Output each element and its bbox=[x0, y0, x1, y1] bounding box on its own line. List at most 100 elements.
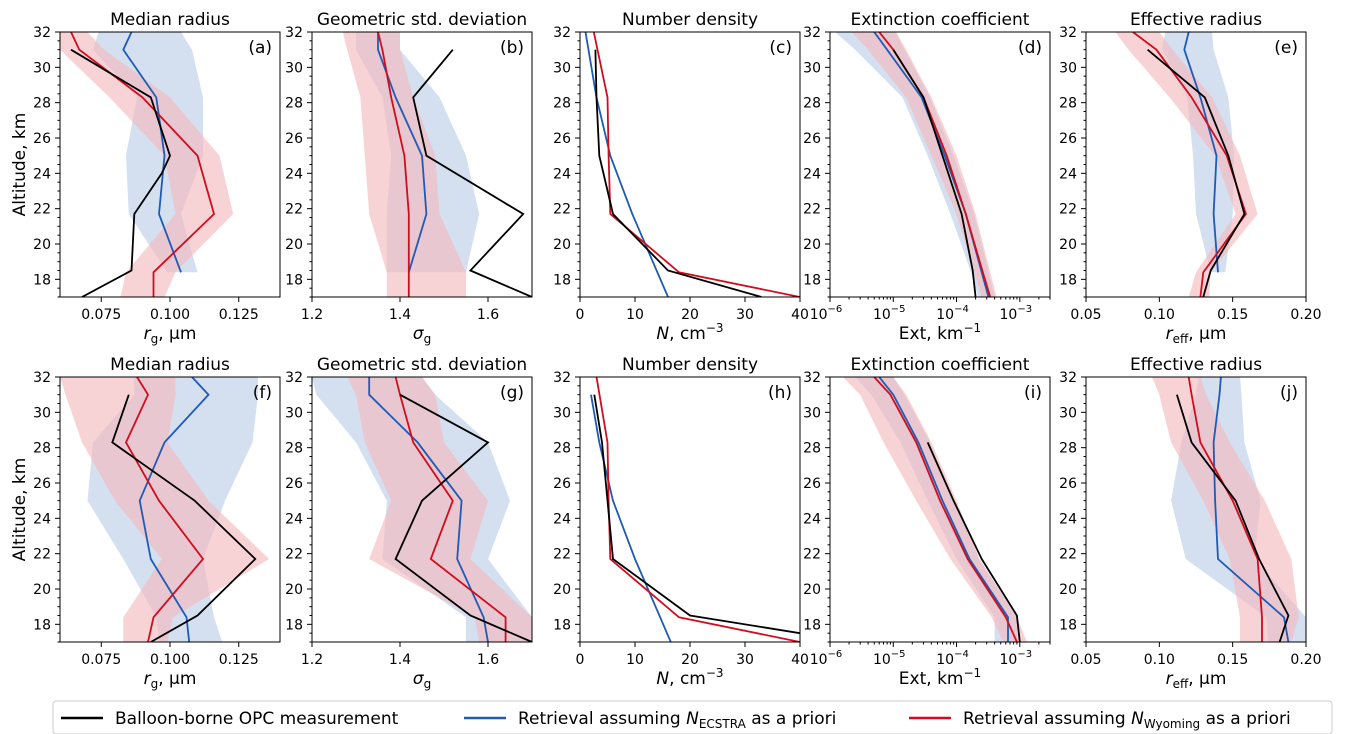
x-axis-label-subscript: g bbox=[151, 332, 159, 346]
panel-label: (d) bbox=[1018, 38, 1042, 58]
x-tick-label: 10−5 bbox=[873, 304, 906, 323]
x-axis-label-subscript: eff bbox=[1173, 332, 1189, 346]
plot-area bbox=[1152, 377, 1306, 642]
y-tick-label: 30 bbox=[553, 405, 571, 421]
x-tick-label-base: 10 bbox=[810, 652, 828, 668]
series-line-opc bbox=[1176, 394, 1290, 642]
y-tick-label: 18 bbox=[285, 617, 303, 633]
y-tick-label: 20 bbox=[553, 237, 571, 253]
x-axis-label-unit: , cm bbox=[669, 669, 706, 689]
y-tick-label: 30 bbox=[33, 405, 51, 421]
y-tick-label: 20 bbox=[803, 582, 821, 598]
legend-label-text: Retrieval assuming bbox=[963, 709, 1131, 729]
legend-label-subscript: Wyoming bbox=[1144, 717, 1200, 731]
panel-label: (f) bbox=[253, 383, 272, 403]
x-tick-label: 10−4 bbox=[936, 649, 969, 668]
x-tick-label: 1.6 bbox=[477, 652, 499, 668]
y-tick-label: 22 bbox=[285, 547, 303, 563]
y-tick-label: 30 bbox=[33, 60, 51, 76]
panel-title: Extinction coefficient bbox=[851, 355, 1030, 375]
y-axis-label: Altitude, km bbox=[10, 458, 30, 562]
y-tick-label: 24 bbox=[33, 166, 51, 182]
x-axis-label-symbol: r bbox=[1166, 669, 1174, 689]
y-tick-label: 20 bbox=[33, 237, 51, 253]
panel-g: 18 20 22 24 26 28 30 32 1.2 1.4 1.6 Geometric std. … bbox=[285, 355, 533, 691]
x-axis-label: σg bbox=[413, 669, 431, 691]
x-tick-label: 0.100 bbox=[150, 307, 190, 323]
x-axis-label: reff, µm bbox=[1166, 669, 1227, 691]
y-tick-label: 32 bbox=[553, 25, 571, 41]
y-tick-label: 32 bbox=[803, 25, 821, 41]
x-tick-label: 10 bbox=[626, 652, 644, 668]
x-tick-label: 0.15 bbox=[1217, 307, 1248, 323]
y-tick-label: 24 bbox=[285, 166, 303, 182]
panel-title: Number density bbox=[622, 10, 758, 30]
x-tick-label: 30 bbox=[736, 307, 754, 323]
x-tick-label: 1.4 bbox=[389, 652, 411, 668]
x-axis-label: N, cm−3 bbox=[656, 321, 723, 344]
x-tick-label: 0.10 bbox=[1144, 652, 1175, 668]
legend-label-wyo: Retrieval assuming NWyoming as a priori bbox=[963, 709, 1291, 731]
y-tick-label: 22 bbox=[803, 547, 821, 563]
plot-area bbox=[835, 32, 997, 297]
band-wyo bbox=[1152, 377, 1299, 642]
x-axis-label-symbol: r bbox=[144, 324, 152, 344]
x-axis-label-unit: , µm bbox=[158, 324, 196, 344]
series-line-wyo bbox=[595, 377, 800, 642]
x-axis-label-unit: , µm bbox=[1188, 669, 1226, 689]
series-line-opc bbox=[412, 49, 532, 297]
y-tick-label: 22 bbox=[285, 202, 303, 218]
x-axis-label: reff, µm bbox=[1166, 324, 1227, 346]
x-tick-label-base: 10 bbox=[873, 652, 891, 668]
x-tick-label-exponent: −6 bbox=[828, 304, 843, 315]
y-tick-label: 22 bbox=[33, 202, 51, 218]
x-axis-label-unit-exponent: −3 bbox=[706, 321, 724, 335]
y-tick-label: 26 bbox=[33, 131, 51, 147]
y-tick-label: 24 bbox=[803, 166, 821, 182]
y-tick-label: 28 bbox=[553, 441, 571, 457]
y-tick-label: 26 bbox=[1059, 476, 1077, 492]
y-tick-label: 30 bbox=[553, 60, 571, 76]
x-tick-label: 1.4 bbox=[389, 307, 411, 323]
x-tick-label: 40 bbox=[791, 652, 809, 668]
legend-label-ecs: Retrieval assuming NECSTRA as a priori bbox=[518, 709, 836, 731]
series-line-ecs bbox=[377, 32, 428, 273]
legend-label-text: as a priori bbox=[746, 709, 837, 729]
x-axis-label-symbol: σ bbox=[413, 669, 425, 689]
band-ecs bbox=[1162, 32, 1235, 273]
x-axis-label-symbol: N bbox=[656, 324, 669, 344]
x-tick-label-exponent: −5 bbox=[891, 304, 906, 315]
x-tick-label: 1.6 bbox=[477, 307, 499, 323]
plot-area bbox=[60, 32, 234, 297]
panel-b: 18 20 22 24 26 28 30 32 1.2 1.4 1.6 Geometric std. … bbox=[285, 10, 533, 346]
band-wyo bbox=[60, 32, 234, 297]
x-axis-label: Ext, km−1 bbox=[899, 321, 981, 344]
x-axis-label-unit-exponent: −1 bbox=[963, 321, 981, 335]
x-axis-label-subscript: g bbox=[151, 677, 159, 691]
x-axis-label: N, cm−3 bbox=[656, 666, 723, 689]
y-tick-label: 28 bbox=[553, 96, 571, 112]
y-tick-label: 20 bbox=[803, 237, 821, 253]
x-tick-label: 0.075 bbox=[81, 307, 121, 323]
band-wyo bbox=[347, 377, 532, 642]
y-tick-label: 22 bbox=[553, 547, 571, 563]
y-tick-label: 24 bbox=[553, 511, 571, 527]
y-tick-label: 22 bbox=[803, 202, 821, 218]
panel-h: 18 20 22 24 26 28 30 32 0 10 20 30 40 Number density (… bbox=[553, 355, 809, 689]
y-tick-label: 32 bbox=[803, 370, 821, 386]
panel-title: Geometric std. deviation bbox=[317, 355, 527, 375]
y-axis-label: Altitude, km bbox=[10, 113, 30, 217]
y-tick-label: 22 bbox=[1059, 547, 1077, 563]
y-tick-label: 32 bbox=[553, 370, 571, 386]
x-tick-label: 0.20 bbox=[1290, 307, 1321, 323]
y-tick-label: 28 bbox=[803, 96, 821, 112]
x-axis-label-unit: Ext, km bbox=[899, 669, 964, 689]
y-tick-label: 30 bbox=[285, 60, 303, 76]
plot-area bbox=[312, 377, 532, 642]
x-tick-label: 10−4 bbox=[936, 304, 969, 323]
panel-f: 18 20 22 24 26 28 30 32 0.075 0.100 0.125 Median ra… bbox=[10, 355, 281, 691]
legend-label-text: Retrieval assuming bbox=[518, 709, 686, 729]
panel-label: (g) bbox=[500, 383, 524, 403]
